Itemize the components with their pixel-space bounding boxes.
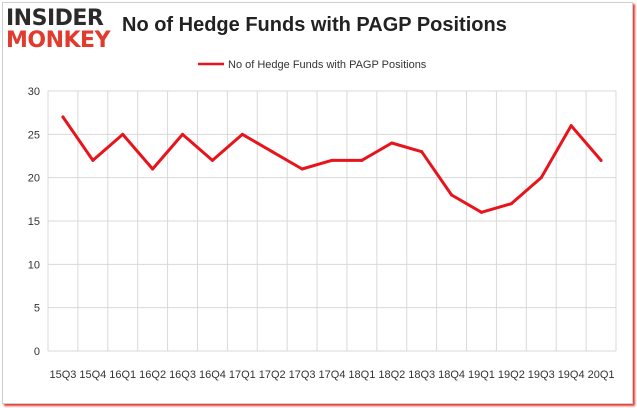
data-point <box>300 167 304 171</box>
data-point <box>61 115 65 119</box>
y-tick-label: 20 <box>28 173 40 185</box>
legend-label: No of Hedge Funds with PAGP Positions <box>228 59 427 71</box>
data-point <box>181 132 185 136</box>
x-tick-label: 17Q3 <box>289 369 316 381</box>
data-point <box>151 167 155 171</box>
x-tick-label: 18Q2 <box>378 369 405 381</box>
data-point <box>599 158 603 162</box>
x-tick-label: 17Q1 <box>229 369 256 381</box>
y-tick-label: 15 <box>28 216 40 228</box>
logo-line-1: INSIDER <box>6 6 104 31</box>
y-tick-label: 0 <box>34 346 40 358</box>
x-tick-label: 19Q2 <box>498 369 525 381</box>
data-point <box>270 150 274 154</box>
x-tick-label: 19Q1 <box>468 369 495 381</box>
x-tick-label: 17Q4 <box>319 369 346 381</box>
data-point <box>91 158 95 162</box>
data-point <box>390 141 394 145</box>
insider-monkey-logo: INSIDER MONKEY <box>6 6 118 52</box>
data-point <box>509 202 513 206</box>
y-tick-label: 25 <box>28 129 40 141</box>
y-tick-label: 30 <box>28 86 40 98</box>
data-point <box>121 132 125 136</box>
x-tick-label: 18Q3 <box>408 369 435 381</box>
x-tick-label: 16Q2 <box>139 369 166 381</box>
x-tick-label: 16Q4 <box>199 369 226 381</box>
x-tick-label: 16Q3 <box>169 369 196 381</box>
x-tick-label: 20Q1 <box>588 369 615 381</box>
data-point <box>420 150 424 154</box>
data-point <box>479 210 483 214</box>
y-tick-label: 5 <box>34 303 40 315</box>
x-tick-label: 16Q1 <box>109 369 136 381</box>
logo-line-2: MONKEY <box>6 28 111 53</box>
x-tick-label: 19Q3 <box>528 369 555 381</box>
data-point <box>539 176 543 180</box>
chart-title: No of Hedge Funds with PAGP Positions <box>122 14 507 36</box>
x-tick-label: 19Q4 <box>558 369 585 381</box>
data-point <box>360 158 364 162</box>
data-point <box>450 193 454 197</box>
data-point <box>240 132 244 136</box>
data-point <box>330 158 334 162</box>
data-point <box>569 124 573 128</box>
x-tick-label: 15Q4 <box>79 369 106 381</box>
series-line <box>61 115 603 214</box>
x-tick-label: 18Q1 <box>348 369 375 381</box>
data-point <box>210 158 214 162</box>
x-tick-label: 18Q4 <box>438 369 465 381</box>
x-tick-label: 17Q2 <box>259 369 286 381</box>
y-tick-label: 10 <box>28 259 40 271</box>
x-tick-label: 15Q3 <box>49 369 76 381</box>
